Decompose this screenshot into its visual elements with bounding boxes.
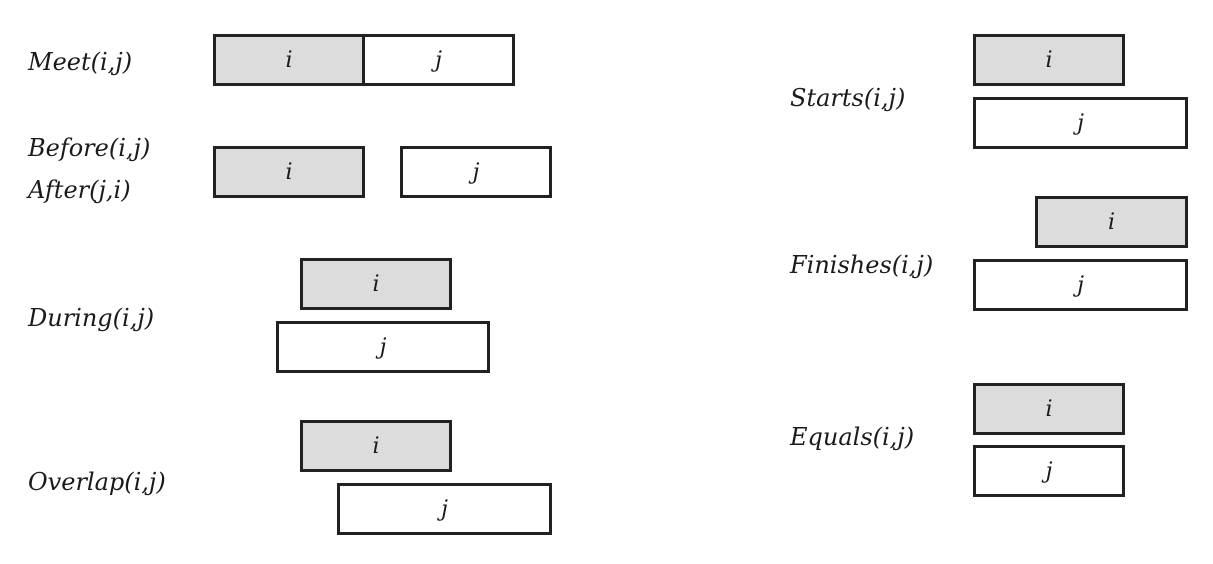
after-label: After(j,i) <box>28 176 131 204</box>
finishes-interval-i: i <box>1035 196 1188 248</box>
meet-interval-j: j <box>362 34 515 86</box>
equals-interval-i: i <box>973 383 1125 435</box>
starts-interval-i: i <box>973 34 1125 86</box>
equals-label: Equals(i,j) <box>790 423 915 451</box>
before-label: Before(i,j) <box>28 134 151 162</box>
during-label: During(i,j) <box>28 304 155 332</box>
finishes-label: Finishes(i,j) <box>790 251 934 279</box>
before-interval-j: j <box>400 146 552 198</box>
equals-interval-j: j <box>973 445 1125 497</box>
meet-interval-i: i <box>213 34 365 86</box>
starts-interval-j: j <box>973 97 1188 149</box>
during-interval-i: i <box>300 258 452 310</box>
finishes-interval-j: j <box>973 259 1188 311</box>
during-interval-j: j <box>276 321 490 373</box>
before-interval-i: i <box>213 146 365 198</box>
starts-label: Starts(i,j) <box>790 84 906 112</box>
overlap-interval-j: j <box>337 483 552 535</box>
overlap-label: Overlap(i,j) <box>28 468 166 496</box>
meet-label: Meet(i,j) <box>28 48 133 76</box>
overlap-interval-i: i <box>300 420 452 472</box>
